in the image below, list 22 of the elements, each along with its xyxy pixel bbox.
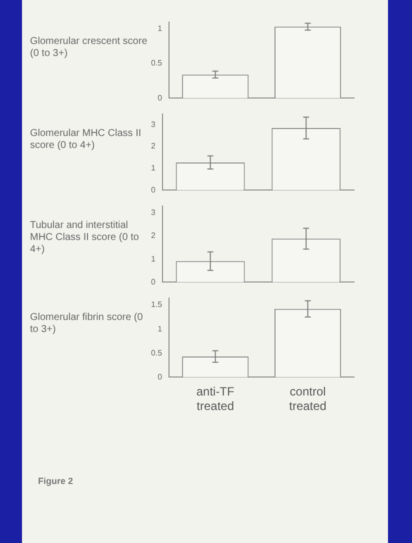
y-tick-label: 0 [158, 93, 163, 102]
y-tick-label: 1 [150, 254, 156, 264]
y-tick-label: 0 [150, 185, 156, 194]
y-tick-label: 1.5 [150, 300, 163, 310]
y-axis-title: Glomerular fibrin score (0 to 3+) [30, 311, 144, 336]
y-tick-label: 0.5 [150, 348, 163, 358]
y-tick-label: 1 [150, 164, 156, 173]
y-axis-title: Glomerular MHC Class II score (0 to 4+) [30, 127, 142, 152]
y-tick-label: 0.5 [150, 58, 163, 68]
y-axis-title: Tubular and interstitial MHC Class II score (0 to 4+) [30, 219, 140, 256]
y-tick-label: 2 [150, 231, 156, 240]
x-tick-label: anti-TF treated [196, 384, 234, 414]
y-axis-title: Glomerular crescent score (0 to 3+) [30, 35, 148, 60]
y-tick-label: 0 [150, 277, 156, 286]
x-tick-label: control treated [289, 384, 326, 414]
caption: Figure 2 [38, 476, 74, 486]
y-tick-label: 1 [158, 24, 163, 33]
y-tick-label: 3 [150, 208, 156, 217]
y-tick-label: 1 [158, 324, 163, 334]
y-tick-label: 2 [150, 142, 156, 151]
y-tick-label: 0 [158, 372, 163, 382]
y-tick-label: 3 [150, 120, 156, 129]
